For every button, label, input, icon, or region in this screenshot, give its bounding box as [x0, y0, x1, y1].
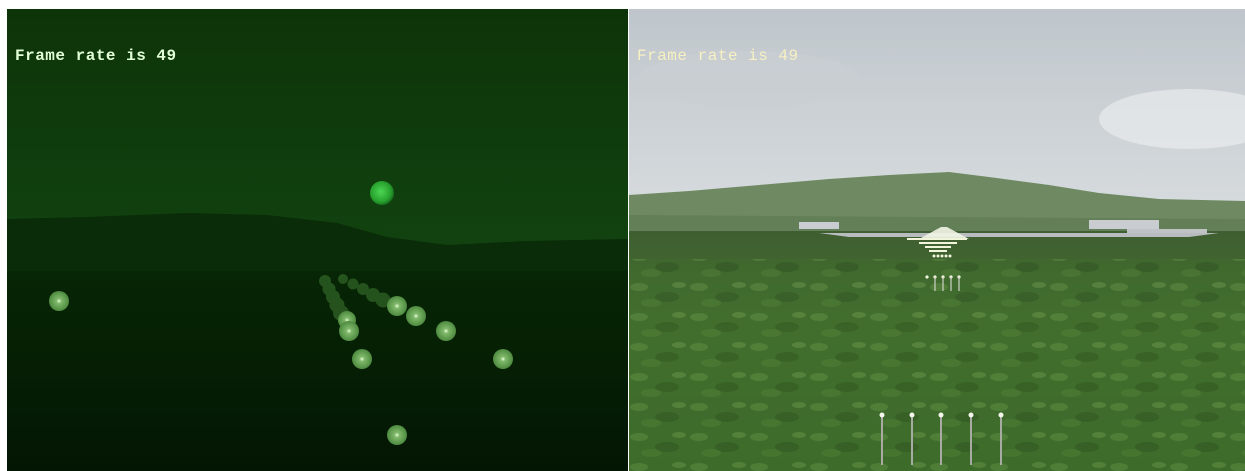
- daylight-view: Frame rate is 49: [629, 9, 1245, 471]
- light-poles-near: [879, 412, 1004, 465]
- night-ground: [7, 271, 628, 471]
- light-marker: [493, 349, 513, 369]
- light-marker: [387, 296, 407, 316]
- light-marker: [49, 291, 69, 311]
- moon-icon: [370, 181, 394, 205]
- light-marker: [339, 321, 359, 341]
- light-marker: [352, 349, 372, 369]
- light-marker: [436, 321, 456, 341]
- frame-rate-label: Frame rate is 49: [15, 47, 177, 65]
- night-vision-view: Frame rate is 49: [7, 9, 628, 471]
- night-vision-scene: [7, 9, 628, 471]
- night-mountains: [7, 213, 628, 271]
- light-marker: [406, 306, 426, 326]
- light-marker: [387, 425, 407, 445]
- light-posts-far: [934, 277, 960, 291]
- hangar: [1089, 220, 1159, 229]
- frame-rate-label: Frame rate is 49: [637, 47, 799, 65]
- hangar: [799, 222, 839, 229]
- runway: [819, 233, 1219, 237]
- daylight-scene: [629, 9, 1245, 471]
